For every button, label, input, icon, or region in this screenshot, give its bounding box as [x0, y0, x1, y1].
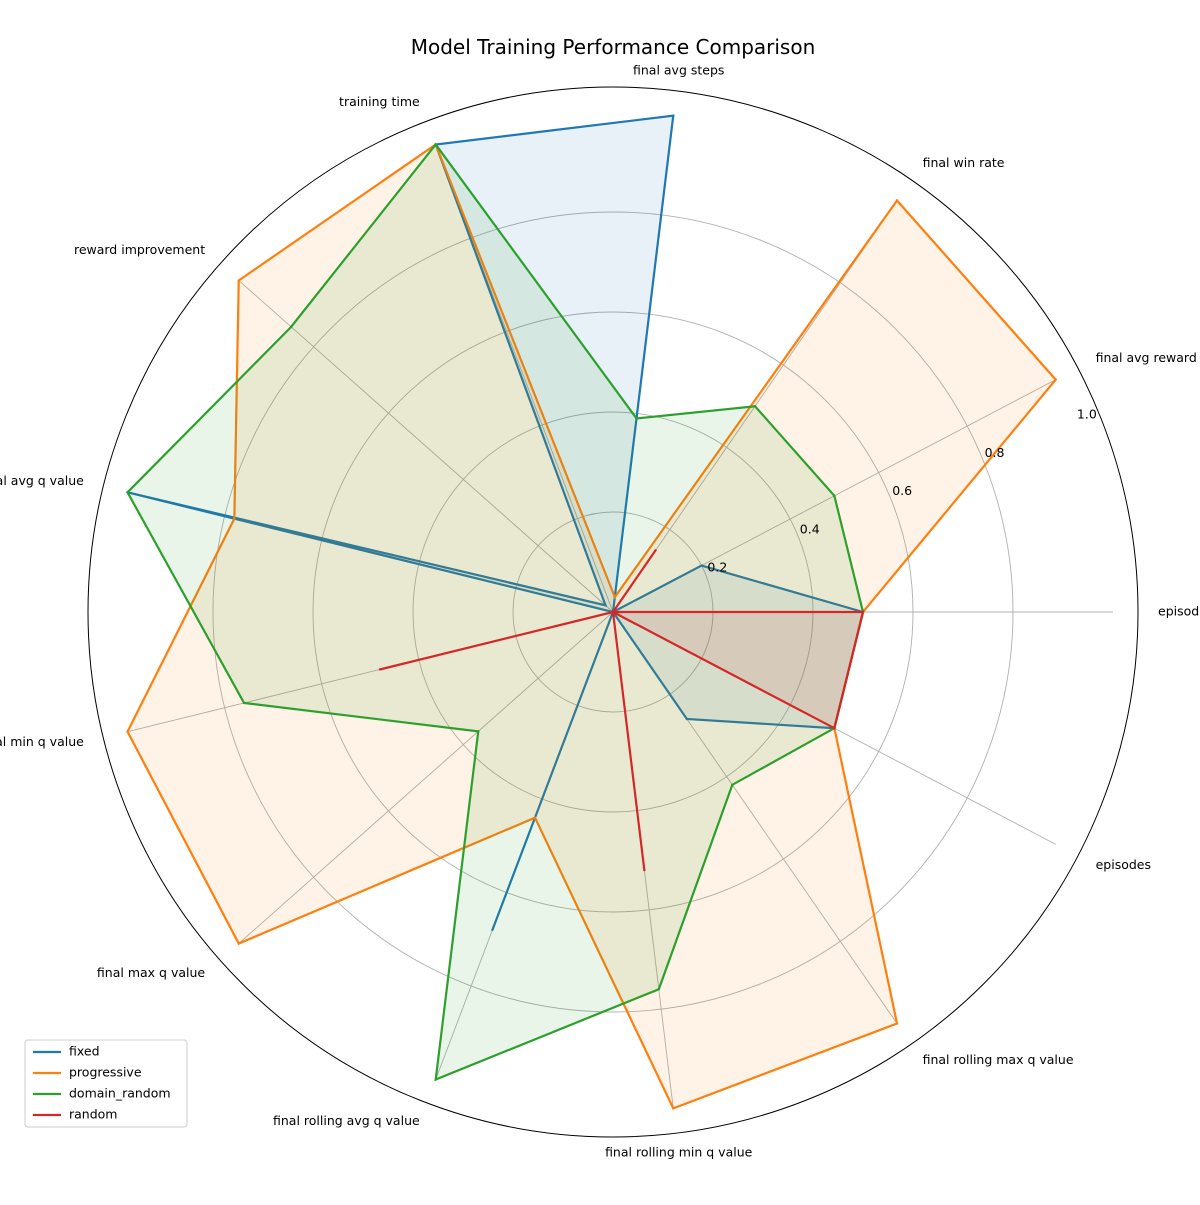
axis-label-7: final min q value — [0, 734, 84, 749]
series-point-progressive-2 — [895, 199, 899, 202]
series-fill-domain_random — [127, 144, 863, 1080]
axis-label-5: reward improvement — [74, 242, 205, 257]
radial-tick-labels: 0.2 0.4 0.6 0.8 1.0 — [707, 407, 1096, 575]
radial-tick-label-3: 0.8 — [985, 445, 1005, 460]
series-point-fixed-11 — [685, 717, 689, 721]
series-point-domain_random-1 — [833, 494, 836, 498]
legend-label-domain_random: domain_random — [69, 1086, 171, 1101]
axis-label-3: final avg steps — [633, 63, 724, 78]
axis-label-1: final avg reward — [1096, 350, 1197, 365]
series-point-progressive-10 — [672, 1107, 675, 1110]
series-point-domain_random-10 — [657, 988, 661, 991]
legend-label-progressive: progressive — [69, 1065, 142, 1080]
series-point-domain_random-11 — [731, 783, 734, 787]
axis-label-12: episodes — [1096, 857, 1151, 872]
radial-tick-label-0: 0.2 — [707, 560, 727, 575]
series-fill-progressive — [127, 144, 1056, 1109]
series-point-random-12 — [833, 726, 836, 730]
axis-labels: episodes final avg reward final win rate fi… — [0, 63, 1200, 1160]
axis-label-11: final rolling max q value — [923, 1052, 1074, 1067]
series-point-progressive-9 — [533, 816, 537, 819]
axis-label-2: final win rate — [923, 155, 1005, 170]
series-fill-fixed — [127, 115, 863, 930]
series-point-progressive-11 — [895, 1022, 899, 1025]
series-point-random-10 — [643, 868, 646, 872]
series-point-random-11 — [611, 610, 615, 614]
series-line-domain_random — [126, 142, 865, 1082]
radial-tick-label-2: 0.6 — [892, 483, 912, 498]
series-fill-random — [379, 550, 863, 871]
series-point-domain_random-7 — [242, 701, 246, 705]
series-point-progressive-7 — [126, 730, 129, 733]
axis-label-4: training time — [339, 94, 420, 109]
series-point-progressive-3 — [613, 595, 617, 599]
series-line-progressive — [126, 142, 1058, 1110]
chart-title: Model Training Performance Comparison — [411, 35, 816, 59]
series-point-domain_random-4 — [434, 143, 437, 146]
series-point-random-2 — [654, 549, 657, 552]
legend-label-fixed: fixed — [69, 1044, 100, 1059]
axis-label-9: final rolling avg q value — [273, 1113, 420, 1128]
radial-tick-label-4: 1.0 — [1077, 407, 1097, 422]
series-layer — [126, 114, 1058, 1110]
series-point-domain_random-8 — [477, 730, 480, 733]
series-point-fixed-5 — [604, 604, 607, 607]
legend-label-random: random — [69, 1107, 117, 1122]
series-point-progressive-6 — [233, 517, 236, 520]
series-point-fixed-9 — [491, 928, 494, 932]
series-point-random-7 — [378, 668, 382, 671]
polar-frame — [87, 86, 1139, 1138]
axis-label-6: final avg q value — [0, 473, 84, 488]
series-point-progressive-5 — [237, 279, 240, 282]
series-point-fixed-3 — [672, 114, 675, 117]
series-point-domain_random-3 — [635, 417, 638, 420]
spoke-gridline-5 — [238, 280, 614, 613]
series-point-progressive-1 — [1054, 378, 1057, 381]
series-point-domain_random-2 — [753, 405, 757, 408]
axis-label-10: final rolling min q value — [605, 1145, 753, 1160]
series-point-fixed-1 — [700, 564, 703, 567]
axis-label-8: final max q value — [97, 965, 205, 980]
spoke-gridline-8 — [238, 611, 614, 944]
series-point-domain_random-9 — [434, 1078, 437, 1081]
series-point-domain_random-6 — [126, 491, 129, 494]
axis-label-0: episodes — [1158, 604, 1200, 619]
series-line-random — [379, 549, 865, 871]
series-point-domain_random-5 — [289, 325, 293, 329]
legend-box — [24, 1039, 188, 1128]
series-point-random-0 — [861, 610, 865, 614]
radial-tick-label-1: 0.4 — [800, 522, 820, 537]
series-point-progressive-8 — [237, 942, 240, 945]
